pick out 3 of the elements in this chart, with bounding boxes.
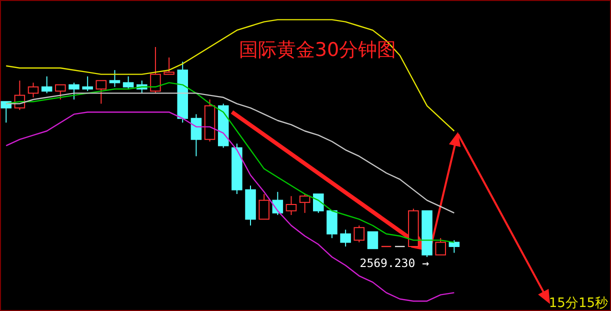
annotation: 15分15秒 [548,296,608,311]
annotation: 2569.230 → [360,256,430,270]
title: 国际黄金30分钟图 [238,39,396,61]
